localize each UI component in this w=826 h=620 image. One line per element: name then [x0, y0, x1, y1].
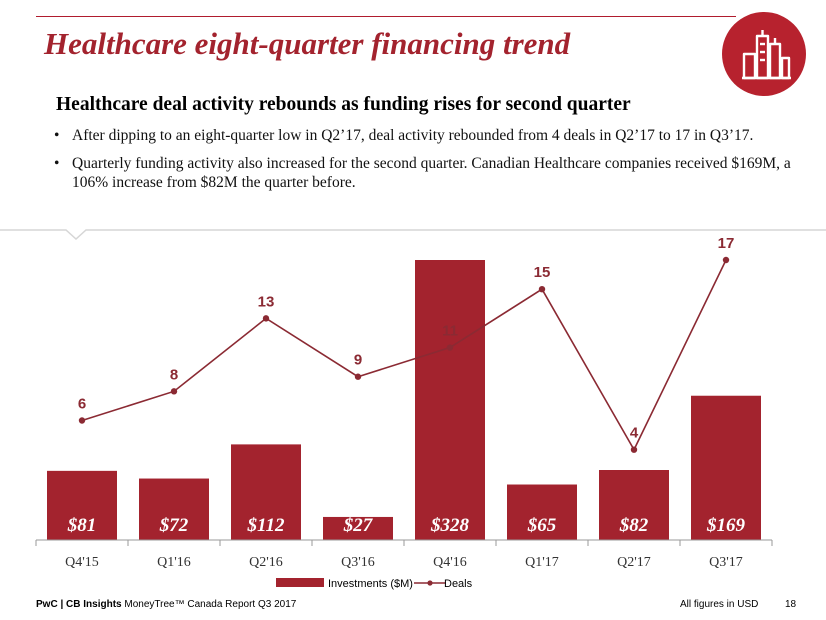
bar-value-label: $65 [527, 515, 557, 536]
bullet-dot: • [54, 127, 60, 144]
deals-point [78, 417, 86, 424]
bar-Q3'16 [323, 516, 393, 540]
deals-point [446, 344, 454, 351]
page-number: 18 [785, 599, 797, 610]
x-tick-label: Q1'16 [157, 555, 191, 570]
deals-value-label: 9 [354, 352, 362, 369]
footer-note: All figures in USD [680, 599, 759, 610]
deals-value-label: 8 [170, 366, 178, 383]
financing-chart: $81 $72 $112 $27 $328 $65 $82 $169 Q4'15 Q1'16 Q2'… [35, 238, 773, 590]
deals-value-label: 15 [534, 264, 551, 281]
x-tick-label: Q1'17 [525, 555, 559, 570]
deals-line [81, 259, 727, 452]
deals-point [262, 315, 270, 322]
bullet-list: • After dipping to an eight-quarter low … [54, 126, 794, 201]
x-tick-label: Q3'17 [709, 555, 743, 570]
deals-value-label: 6 [78, 396, 86, 413]
bar-value-label: $27 [343, 515, 374, 536]
deals-value-label: 13 [258, 293, 275, 310]
footer-source: PwC | CB Insights MoneyTree™ Canada Repo… [36, 599, 296, 610]
section-divider [0, 229, 826, 240]
x-tick-label: Q4'16 [433, 555, 467, 570]
bar-value-label: $328 [430, 515, 470, 536]
legend-swatch-deals-marker [427, 580, 433, 586]
bar-value-label: $72 [159, 515, 189, 536]
deals-point [354, 373, 362, 380]
bar-Q2'16 [231, 444, 301, 540]
bar-Q1'16 [139, 478, 209, 540]
footer-source-brand: PwC | CB Insights [36, 599, 122, 610]
deals-value-label: 11 [442, 323, 458, 340]
bar-Q3'17 [691, 395, 761, 540]
x-tick-label: Q2'17 [617, 555, 651, 570]
factory-buildings-icon [722, 12, 806, 96]
legend-swatch-investments [276, 578, 324, 587]
bar-value-label: $81 [67, 515, 97, 536]
deals-point [722, 256, 730, 264]
deals-value-label: 17 [718, 238, 735, 252]
bullet-dot: • [54, 155, 60, 172]
x-tick-label: Q3'16 [341, 555, 375, 570]
top-rule [36, 16, 736, 17]
bar-Q2'17 [599, 470, 669, 540]
page-title: Healthcare eight-quarter financing trend [44, 26, 571, 61]
bullet-item: • After dipping to an eight-quarter low … [54, 126, 794, 145]
deals-point [170, 388, 178, 395]
bar-value-label: $82 [619, 515, 649, 536]
bullet-text: After dipping to an eight-quarter low in… [72, 127, 754, 144]
deals-value-label: 4 [630, 425, 639, 442]
bar-Q4'16 [415, 260, 485, 540]
bullet-item: • Quarterly funding activity also increa… [54, 154, 794, 192]
legend-label-deals: Deals [444, 578, 473, 590]
legend-label-investments: Investments ($M) [328, 578, 413, 590]
section-subtitle: Healthcare deal activity rebounds as fun… [56, 94, 631, 115]
x-tick-label: Q2'16 [249, 555, 283, 570]
deals-point [538, 285, 546, 293]
bullet-text: Quarterly funding activity also increase… [72, 155, 791, 191]
bar-value-label: $169 [706, 515, 746, 536]
bar-Q4'15 [47, 470, 117, 540]
footer-source-text: MoneyTree™ Canada Report Q3 2017 [121, 599, 297, 610]
bar-value-label: $112 [247, 515, 285, 536]
x-tick-label: Q4'15 [65, 555, 99, 570]
deals-point [630, 446, 638, 453]
bar-Q1'17 [507, 484, 577, 540]
